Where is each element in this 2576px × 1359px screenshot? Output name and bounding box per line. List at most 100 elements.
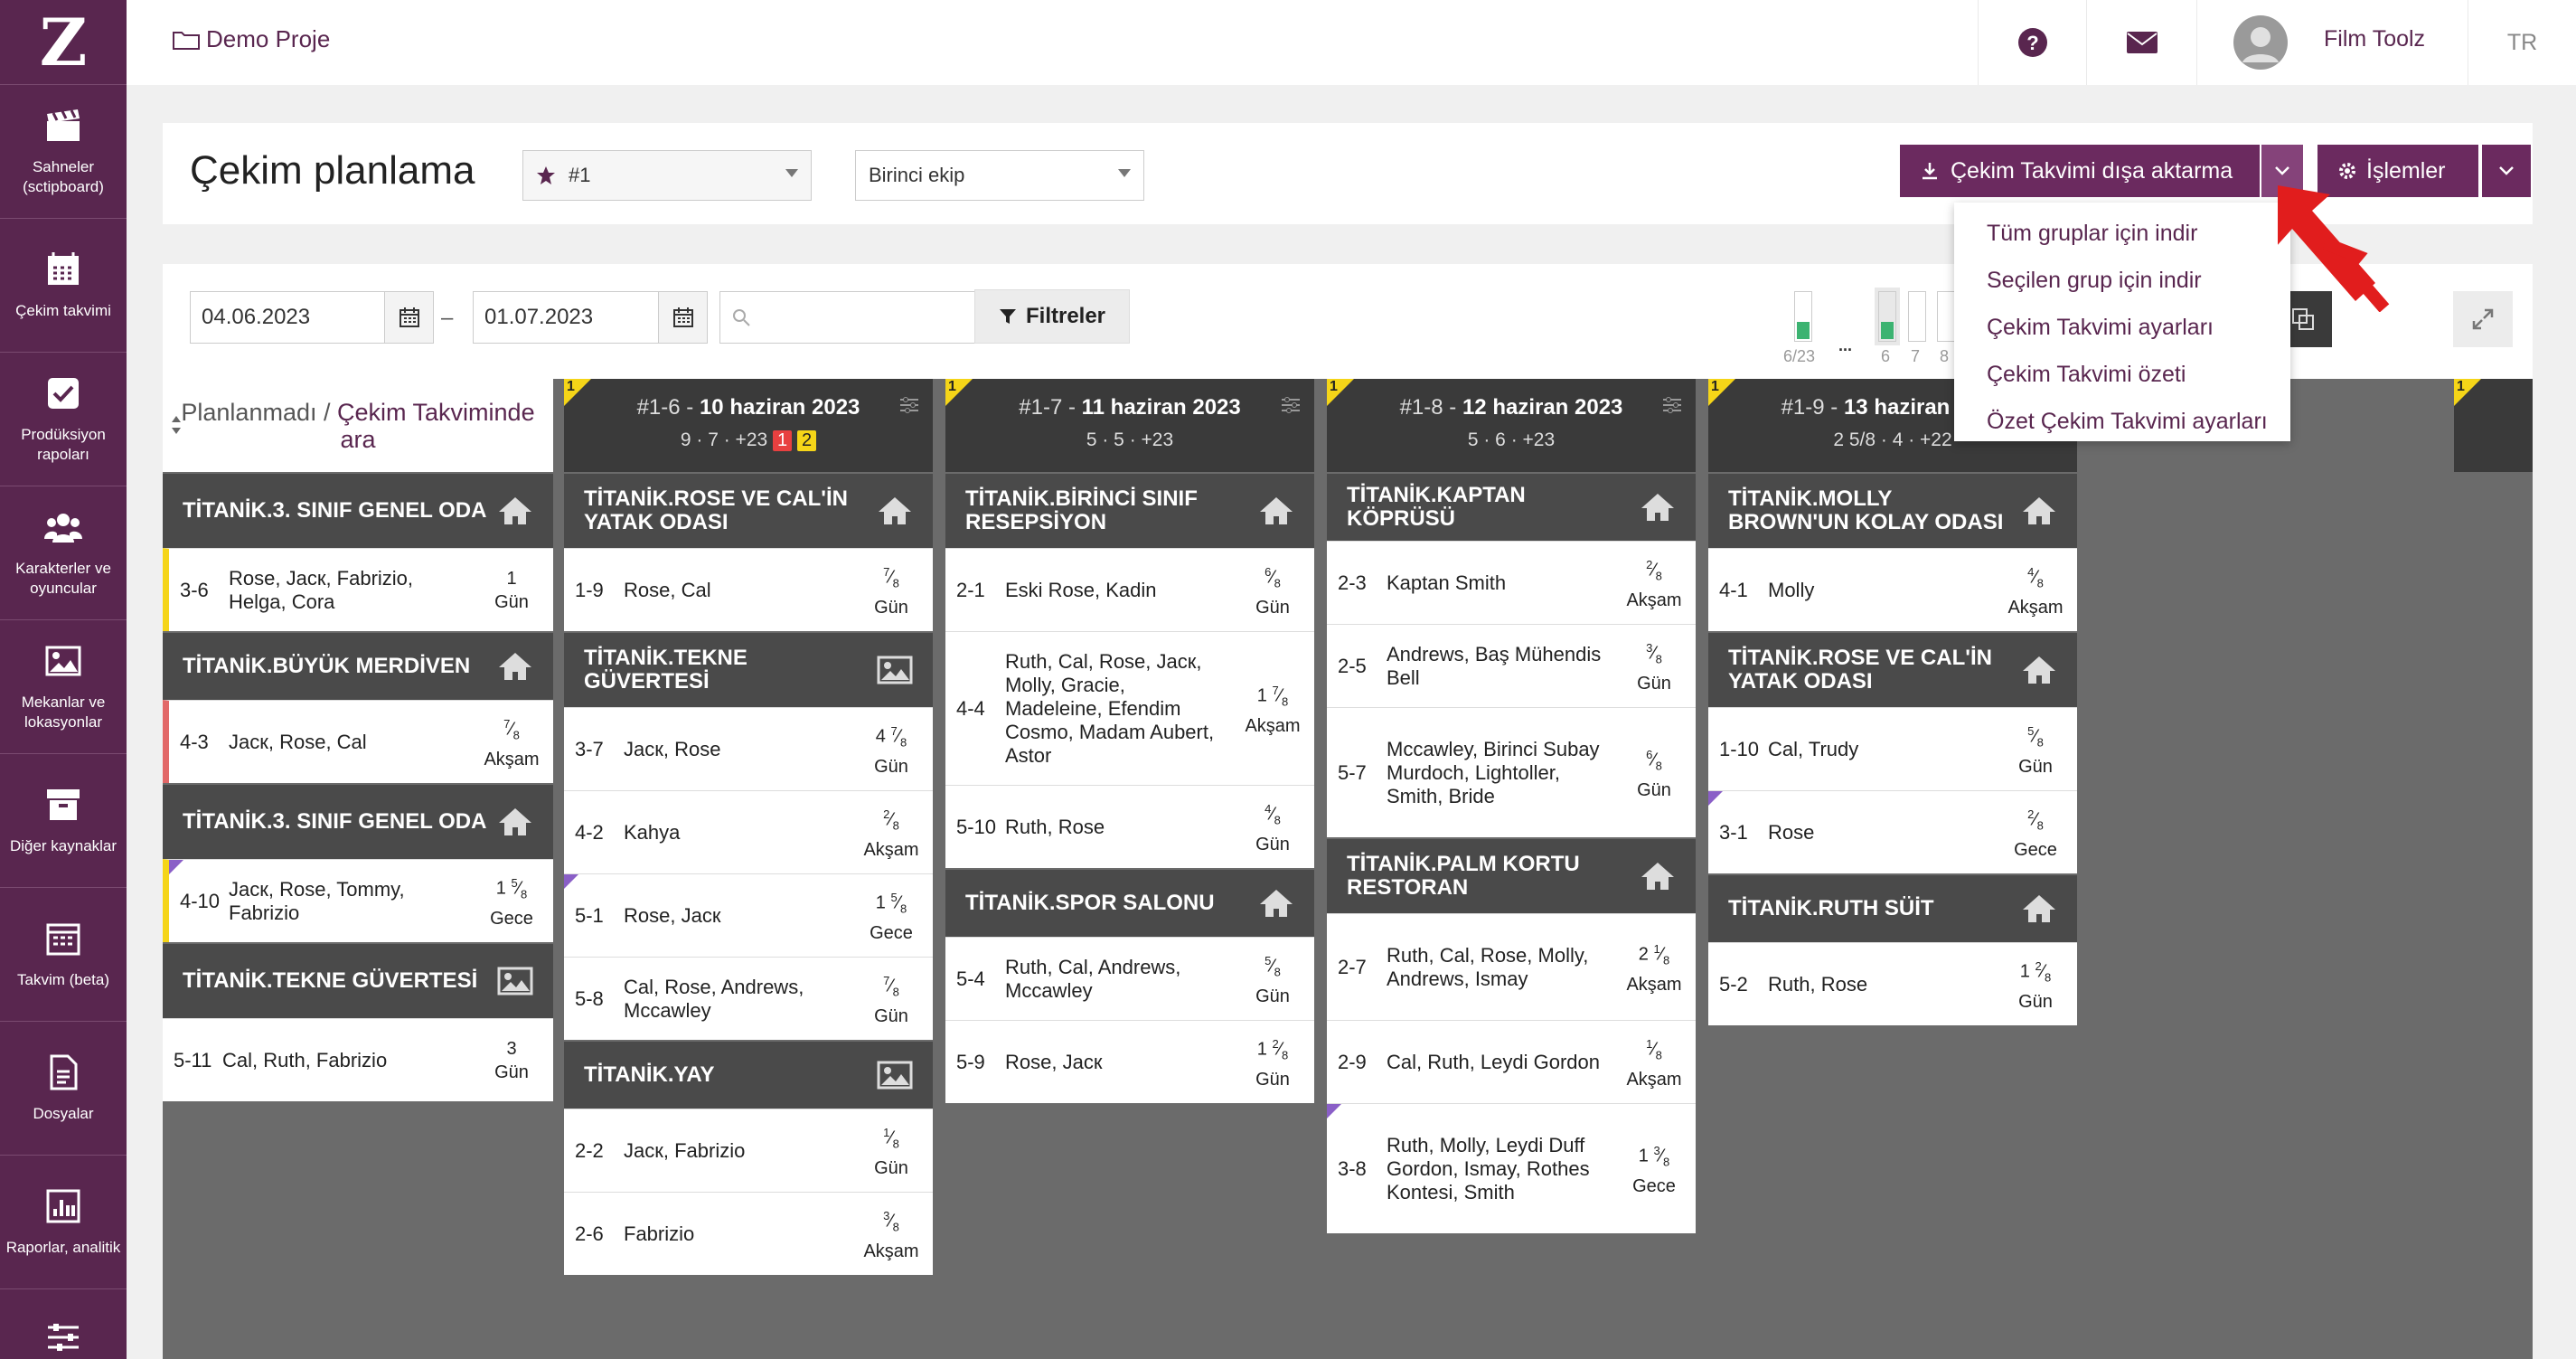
next-day-header[interactable]: 1	[2454, 379, 2533, 472]
scene-cast: Cal, Ruth, Fabrizio	[222, 1048, 388, 1071]
page-count: 3⁄8	[883, 1209, 899, 1234]
messages-button[interactable]	[2086, 0, 2196, 85]
set-header[interactable]: TİTANİK.YAY	[564, 1042, 933, 1109]
export-menu-item[interactable]: Seçilen grup için indir	[1987, 268, 2202, 293]
set-header[interactable]: TİTANİK.PALM KORTU RESTORAN	[1327, 839, 1696, 913]
scene-number: 3-6	[180, 578, 209, 601]
scene-strip[interactable]: 5-4 Ruth, Cal, Andrews, Mccawley 5⁄8 Gün	[945, 937, 1314, 1020]
sidebar-item-8[interactable]: Raporlar, analitik	[0, 1156, 127, 1289]
warning-badge[interactable]: 1	[773, 430, 793, 451]
sidebar-item-7[interactable]: Dosyalar	[0, 1022, 127, 1156]
app-logo[interactable]: Z	[0, 0, 127, 85]
date-separator: –	[441, 306, 454, 330]
sidebar-item-0[interactable]: Sahneler (sctipboard)	[0, 85, 127, 219]
scene-strip[interactable]: 2-3 Kaptan Smith 2⁄8 Akşam	[1327, 541, 1696, 624]
project-breadcrumb[interactable]: Demo Proje	[172, 25, 330, 53]
calendar-icon	[44, 920, 82, 958]
scene-strip[interactable]: 5-7 Mccawley, Birinci Subay Murdoch, Ligh…	[1327, 707, 1696, 837]
scene-strip[interactable]: 4-2 Kahya 2⁄8 Akşam	[564, 790, 933, 873]
scene-strip[interactable]: 5-2 Ruth, Rose 1 2⁄8 Gün	[1708, 942, 2077, 1025]
caution-badge[interactable]: 2	[797, 430, 817, 451]
scene-strip[interactable]: 5-9 Rose, Jacк 1 2⁄8 Gün	[945, 1020, 1314, 1103]
page-count: 7⁄8	[883, 974, 899, 999]
search-input[interactable]	[719, 291, 991, 344]
scene-strip[interactable]: 1-9 Rose, Cal 7⁄8 Gün	[564, 548, 933, 631]
user-menu[interactable]: Film Toolz	[2196, 0, 2468, 85]
scene-number: 2-5	[1338, 654, 1367, 677]
search-in-schedule-link[interactable]: Çekim Takviminde ara	[337, 398, 535, 453]
export-menu-item[interactable]: Çekim Takvimi özeti	[1987, 362, 2186, 387]
actions-dropdown-toggle[interactable]	[2482, 145, 2531, 197]
export-menu-item[interactable]: Çekim Takvimi ayarları	[1987, 315, 2214, 340]
export-schedule-button[interactable]: Çekim Takvimi dışa aktarma	[1900, 145, 2260, 197]
scene-strip[interactable]: 3-7 Jacк, Rose 4 7⁄8 Gün	[564, 707, 933, 790]
fullscreen-button[interactable]	[2453, 291, 2513, 347]
day-part: Gece	[870, 922, 913, 943]
scene-strip[interactable]: 5-11 Cal, Ruth, Fabrizio 3 Gün	[163, 1018, 553, 1101]
crew-select[interactable]: Birinci ekip	[855, 150, 1144, 201]
sidebar-item-6[interactable]: Takvim (beta)	[0, 888, 127, 1022]
set-header[interactable]: TİTANİK.ROSE VE CAL'İN YATAK ODASI	[564, 474, 933, 548]
scene-strip[interactable]: 5-10 Ruth, Rose 4⁄8 Gün	[945, 785, 1314, 868]
day-settings-icon[interactable]	[1661, 397, 1683, 413]
sidebar-item-2[interactable]: Prodüksiyon rapoları	[0, 353, 127, 486]
set-header[interactable]: TİTANİK.RUTH SÜİT	[1708, 875, 2077, 942]
filters-button[interactable]: Filtreler	[974, 289, 1130, 344]
day-settings-icon[interactable]	[898, 397, 920, 413]
scene-strip[interactable]: 3-1 Rose 2⁄8 Gece	[1708, 790, 2077, 873]
scene-strip[interactable]: 2-2 Jacк, Fabrizio 1⁄8 Gün	[564, 1109, 933, 1192]
sidebar-item-9[interactable]	[0, 1289, 127, 1359]
set-header[interactable]: TİTANİK.MOLLY BROWN'UN KOLAY ODASI	[1708, 474, 2077, 548]
day-part: Akşam	[484, 749, 540, 769]
scene-strip[interactable]: 2-7 Ruth, Cal, Rose, Molly, Andrews, Isma…	[1327, 913, 1696, 1020]
set-header[interactable]: TİTANİK.TEKNE GÜVERTESİ	[163, 944, 553, 1018]
set-header[interactable]: TİTANİK.BİRİNCİ SINIF RESEPSİYON	[945, 474, 1314, 548]
set-header[interactable]: TİTANİK.SPOR SALONU	[945, 870, 1314, 937]
scene-strip[interactable]: 2-1 Eski Rose, Kadin 6⁄8 Gün	[945, 548, 1314, 631]
language-switch[interactable]: TR	[2468, 0, 2576, 85]
crew-meter[interactable]	[1908, 291, 1926, 342]
scene-strip[interactable]: 2-6 Fabrizio 3⁄8 Akşam	[564, 1192, 933, 1275]
set-header[interactable]: TİTANİK.ROSE VE CAL'İN YATAK ODASI	[1708, 633, 2077, 707]
scene-strip[interactable]: 2-9 Cal, Ruth, Leydi Gordon 1⁄8 Akşam	[1327, 1020, 1696, 1103]
sidebar-item-1[interactable]: Çekim takvimi	[0, 219, 127, 353]
shooting-day-column: 1 #1-7 - 11 haziran 2023 5 · 5 · +23 TİTANİ…	[945, 379, 1314, 1359]
date-from-input[interactable]: 04.06.2023	[190, 291, 434, 344]
day-settings-icon[interactable]	[1280, 397, 1302, 413]
shooting-day-column: 1 #1-9 - 13 haziran 2023 2 5/8 · 4 · +22 Tİ…	[1708, 379, 2077, 1359]
actions-button[interactable]: İşlemler	[2317, 145, 2478, 197]
sidebar-item-3[interactable]: Karakterler ve oyuncular	[0, 486, 127, 620]
scene-strip[interactable]: 4-4 Ruth, Cal, Rose, Jacк, Molly, Gracie,…	[945, 631, 1314, 785]
set-header[interactable]: TİTANİK.3. SINIF GENEL ODA	[163, 785, 553, 859]
calendar-icon[interactable]	[658, 292, 707, 343]
export-menu-item[interactable]: Özet Çekim Takvimi ayarları	[1987, 409, 2268, 434]
export-menu-item[interactable]: Tüm gruplar için indir	[1987, 221, 2198, 246]
scene-strip[interactable]: 3-6 Rose, Jacк, Fabrizio, Helga, Cora 1 Gün	[163, 548, 553, 631]
shooting-day-header[interactable]: 1 #1-7 - 11 haziran 2023 5 · 5 · +23	[945, 379, 1314, 472]
set-header[interactable]: TİTANİK.TEKNE GÜVERTESİ	[564, 633, 933, 707]
calendar-icon[interactable]	[384, 292, 433, 343]
date-to-input[interactable]: 01.07.2023	[473, 291, 708, 344]
sidebar-item-5[interactable]: Diğer kaynaklar	[0, 754, 127, 888]
scene-strip[interactable]: 1-10 Cal, Trudy 5⁄8 Gün	[1708, 707, 2077, 790]
crew-meter[interactable]	[1794, 291, 1812, 342]
scene-strip[interactable]: 3-8 Ruth, Molly, Leydi Duff Gordon, Ismay…	[1327, 1103, 1696, 1233]
scene-strip[interactable]: 4-3 Jacк, Rose, Cal 7⁄8 Akşam	[163, 700, 553, 783]
scene-strip[interactable]: 4-1 Molly 4⁄8 Akşam	[1708, 548, 2077, 631]
sort-icon[interactable]	[170, 415, 183, 435]
schedule-select[interactable]: #1	[522, 150, 812, 201]
shooting-day-header[interactable]: 1 #1-6 - 10 haziran 2023 9 · 7 · +23 1 2	[564, 379, 933, 472]
set-header[interactable]: TİTANİK.BÜYÜK MERDİVEN	[163, 633, 553, 700]
crew-meter[interactable]	[1937, 291, 1955, 342]
scene-number: 2-1	[956, 578, 985, 601]
scene-strip[interactable]: 4-10 Jacк, Rose, Tommy, Fabrizio 1 5⁄8 Gece	[163, 859, 553, 942]
sidebar-item-4[interactable]: Mekanlar ve lokasyonlar	[0, 620, 127, 754]
shooting-day-header[interactable]: 1 #1-8 - 12 haziran 2023 5 · 6 · +23	[1327, 379, 1696, 472]
scene-strip[interactable]: 2-5 Andrews, Baş Mühendis Bell 3⁄8 Gün	[1327, 624, 1696, 707]
set-header[interactable]: TİTANİK.3. SINIF GENEL ODA	[163, 474, 553, 548]
help-button[interactable]: ?	[1978, 0, 2086, 85]
crew-meter[interactable]	[1875, 288, 1900, 345]
scene-strip[interactable]: 5-8 Cal, Rose, Andrews, Mccawley 7⁄8 Gün	[564, 957, 933, 1040]
set-header[interactable]: TİTANİK.KAPTAN KÖPRÜSÜ	[1327, 474, 1696, 541]
scene-strip[interactable]: 5-1 Rose, Jacк 1 5⁄8 Gece	[564, 873, 933, 957]
